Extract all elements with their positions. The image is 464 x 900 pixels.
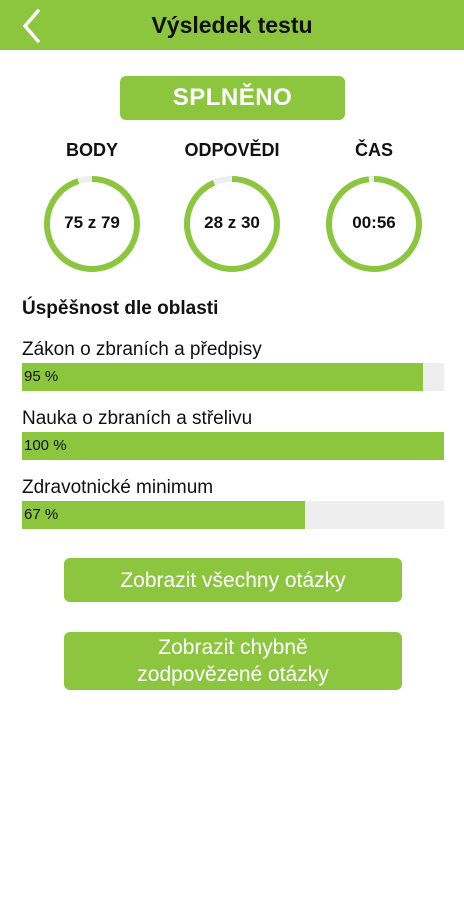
stat-answers: ODPOVĚDI 28 z 30: [172, 140, 292, 274]
area-name: Zdravotnické minimum: [22, 477, 214, 498]
back-button[interactable]: [14, 6, 54, 46]
stat-time: ČAS 00:56: [314, 140, 434, 274]
stat-value: 00:56: [352, 213, 396, 232]
result-status-badge: SPLNĚNO: [120, 76, 345, 120]
progress-bar-fill: [22, 363, 423, 391]
progress-percent: 95 %: [24, 368, 59, 385]
progress-percent: 67 %: [24, 506, 59, 523]
progress-percent: 100 %: [24, 437, 67, 454]
progress-bar: 100 %: [22, 432, 444, 460]
progress-bar-fill: [22, 501, 305, 529]
page-title: Výsledek testu: [151, 12, 313, 38]
stat-value: 75 z 79: [64, 213, 120, 232]
progress-bar: 67 %: [22, 501, 444, 529]
stat-label: ODPOVĚDI: [184, 140, 280, 160]
progress-ring: 00:56: [324, 174, 424, 274]
progress-ring: 75 z 79: [42, 174, 142, 274]
area-name: Nauka o zbraních a střelivu: [22, 408, 253, 429]
show-all-questions-button[interactable]: Zobrazit všechny otázky: [64, 558, 402, 602]
area-item: Zdravotnické minimum 67 %: [22, 475, 444, 529]
progress-bar-fill: [22, 432, 444, 460]
progress-bar: 95 %: [22, 363, 444, 391]
progress-ring: 28 z 30: [182, 174, 282, 274]
stat-label: BODY: [65, 140, 118, 160]
app-bar: Výsledek testu: [0, 0, 464, 50]
stat-label: ČAS: [354, 140, 393, 160]
area-item: Zákon o zbraních a předpisy 95 %: [22, 337, 444, 391]
section-title: Úspěšnost dle oblasti: [22, 298, 219, 319]
area-name: Zákon o zbraních a předpisy: [22, 339, 262, 360]
stat-value: 28 z 30: [204, 213, 260, 232]
stat-points: BODY 75 z 79: [32, 140, 152, 274]
area-item: Nauka o zbraních a střelivu 100 %: [22, 406, 444, 460]
show-wrong-questions-button[interactable]: Zobrazit chybně zodpovězené otázky: [64, 632, 402, 690]
chevron-left-icon: [23, 9, 40, 43]
